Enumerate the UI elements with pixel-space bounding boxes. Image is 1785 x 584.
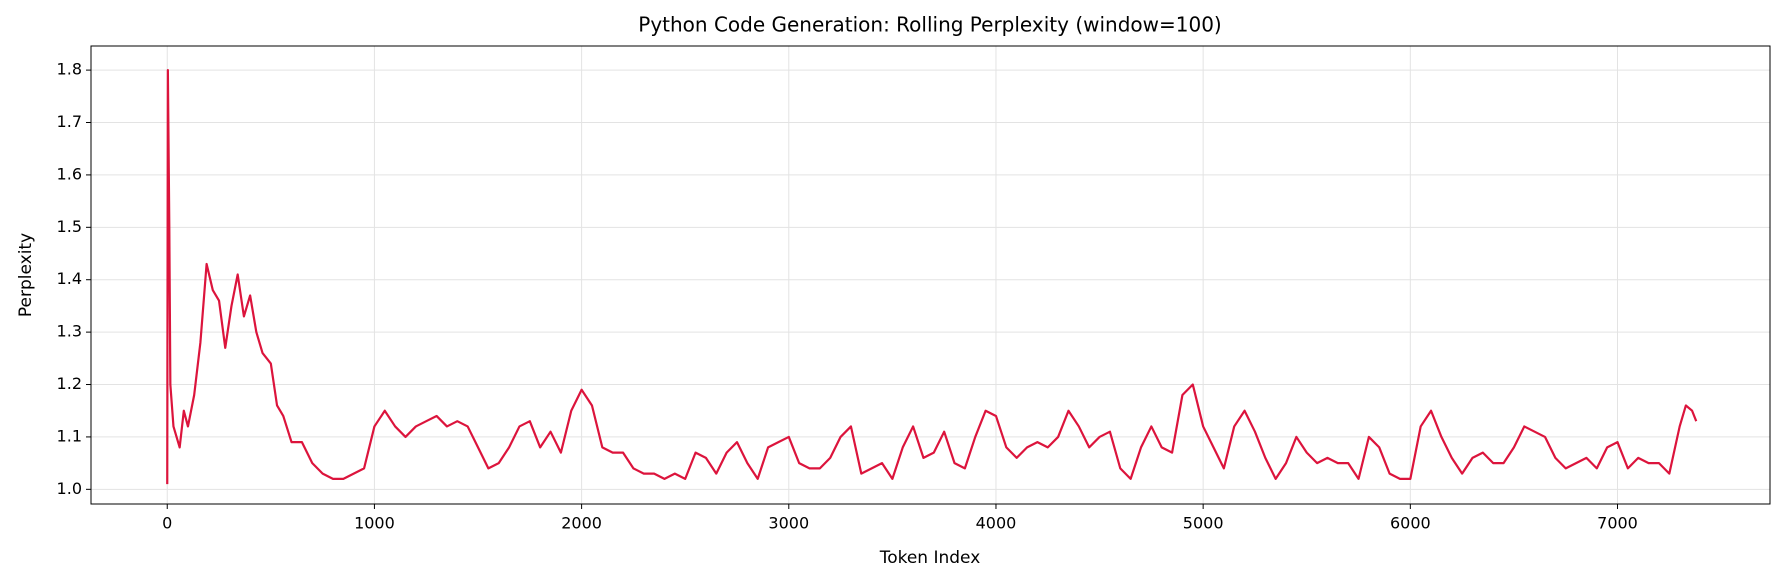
y-tick-label: 1.1 <box>57 426 82 445</box>
x-tick-label: 6000 <box>1390 514 1431 533</box>
chart-title: Python Code Generation: Rolling Perplexi… <box>638 13 1221 37</box>
y-axis-label: Perplexity <box>16 233 36 317</box>
x-tick-label: 1000 <box>354 514 395 533</box>
plot-frame <box>90 45 1771 505</box>
y-tick-label: 1.5 <box>57 217 82 236</box>
line-series <box>166 69 1698 485</box>
y-tick-label: 1.7 <box>57 112 82 131</box>
y-tick-label: 1.6 <box>57 164 82 183</box>
x-tick-label: 7000 <box>1597 514 1638 533</box>
y-tick-label: 1.3 <box>57 322 82 341</box>
x-tick-label: 3000 <box>768 514 809 533</box>
x-axis-label: Token Index <box>879 548 981 568</box>
y-tick-label: 1.0 <box>57 479 82 498</box>
x-tick-label: 2000 <box>561 514 602 533</box>
y-tick-label: 1.2 <box>57 374 82 393</box>
y-tick-label: 1.4 <box>57 269 82 288</box>
x-tick-label: 4000 <box>976 514 1017 533</box>
x-tick-label: 0 <box>162 514 172 533</box>
y-tick-label: 1.8 <box>57 60 82 79</box>
x-tick-label: 5000 <box>1183 514 1224 533</box>
